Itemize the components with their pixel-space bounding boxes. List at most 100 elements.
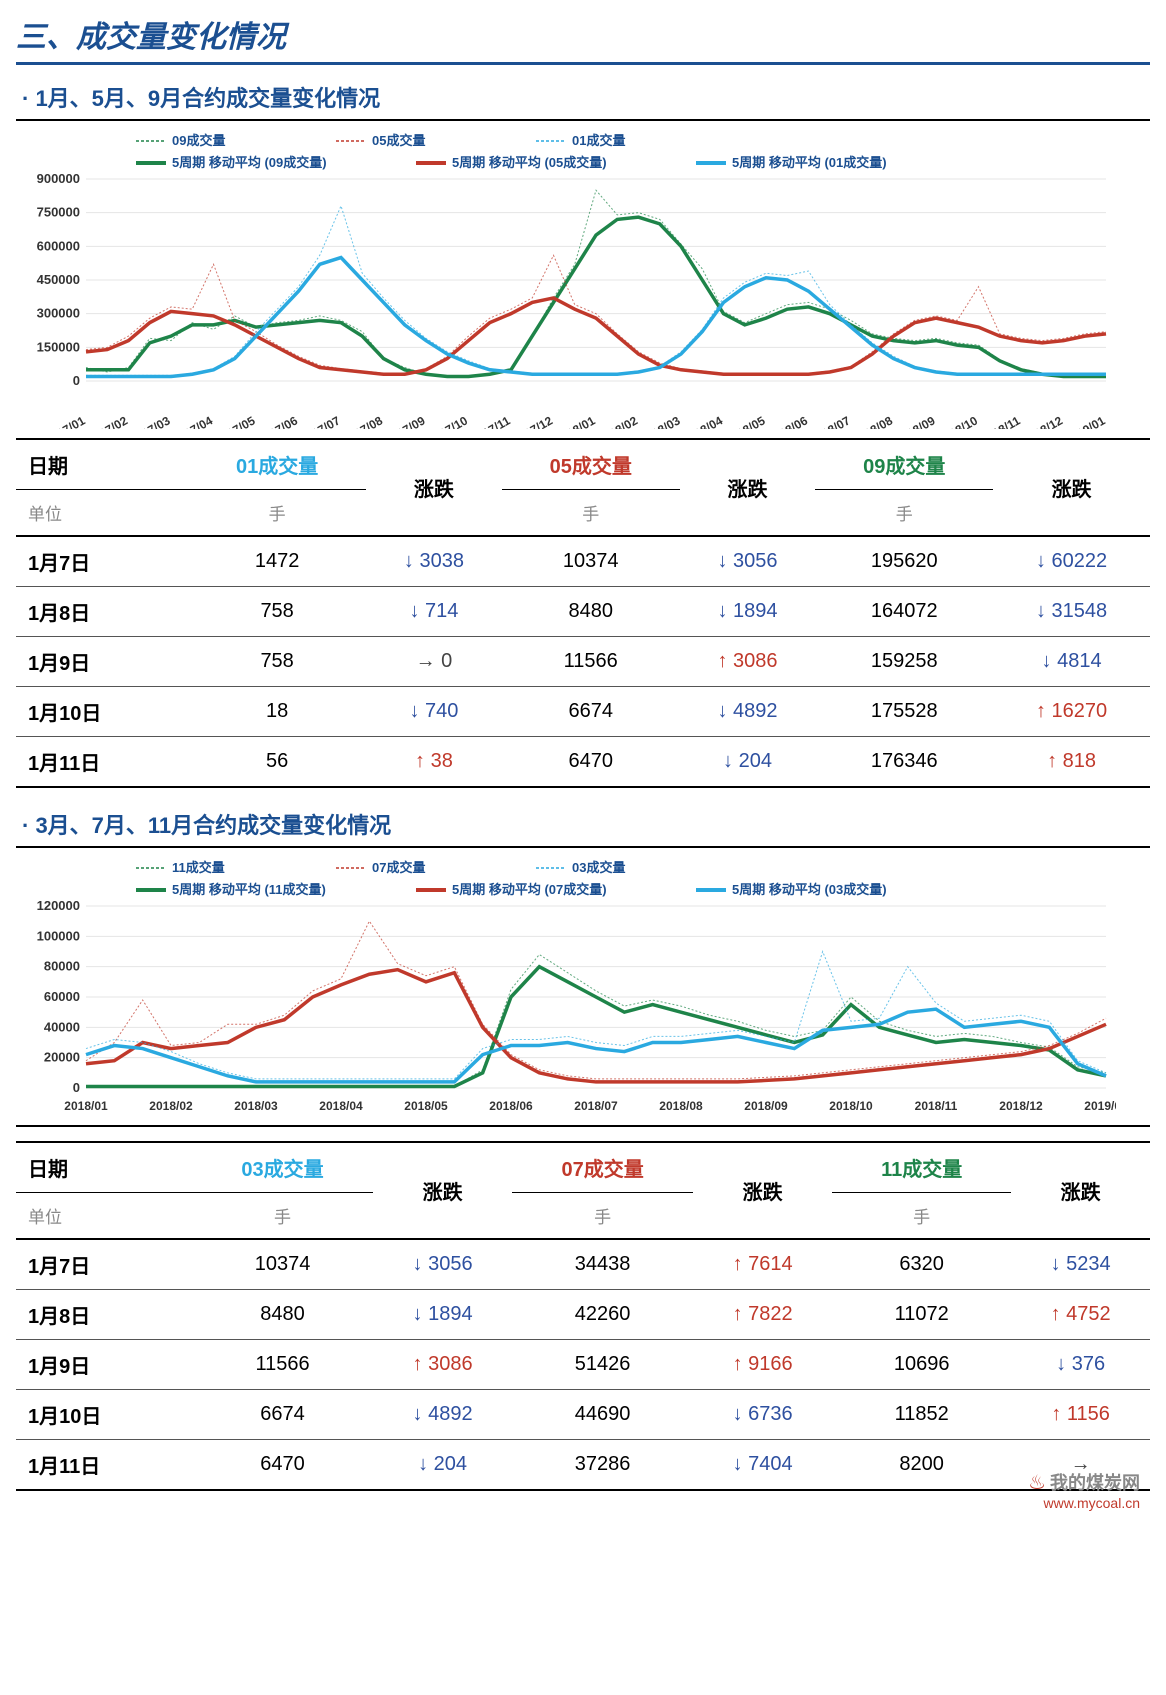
svg-text:2018/09: 2018/09 bbox=[744, 1099, 788, 1113]
cell-change: ↑ 16270 bbox=[993, 687, 1150, 737]
subsection-2-title: · 3月、7月、11月合约成交量变化情况 bbox=[16, 802, 1150, 848]
cell-value: 758 bbox=[188, 587, 366, 637]
svg-text:2018/03: 2018/03 bbox=[638, 413, 683, 429]
col-07: 07成交量 bbox=[512, 1142, 693, 1193]
svg-text:2018/04: 2018/04 bbox=[319, 1099, 363, 1113]
unit-01: 手 bbox=[188, 490, 366, 537]
cell-value: 10374 bbox=[192, 1239, 373, 1290]
unit-03: 手 bbox=[192, 1193, 373, 1240]
svg-text:2017/05: 2017/05 bbox=[213, 413, 258, 429]
svg-text:2017/07: 2017/07 bbox=[298, 413, 343, 429]
svg-text:5周期 移动平均 (09成交量): 5周期 移动平均 (09成交量) bbox=[172, 155, 327, 170]
svg-text:2018/10: 2018/10 bbox=[935, 413, 980, 429]
svg-text:2017/11: 2017/11 bbox=[469, 413, 513, 429]
svg-text:03成交量: 03成交量 bbox=[572, 860, 625, 875]
cell-value: 164072 bbox=[815, 587, 993, 637]
table-1: 日期 01成交量 涨跌 05成交量 涨跌 09成交量 涨跌 单位 手 手 手 1… bbox=[16, 440, 1150, 788]
cell-value: 10374 bbox=[502, 536, 680, 587]
cell-value: 176346 bbox=[815, 737, 993, 788]
col-date: 日期 bbox=[16, 1142, 192, 1193]
svg-text:450000: 450000 bbox=[37, 272, 80, 287]
svg-text:150000: 150000 bbox=[37, 339, 80, 354]
cell-change: ↓ 204 bbox=[680, 737, 816, 788]
cell-change: ↑ 7822 bbox=[693, 1290, 832, 1340]
svg-text:2018/11: 2018/11 bbox=[915, 1099, 958, 1113]
svg-text:300000: 300000 bbox=[37, 306, 80, 321]
cell-date: 1月8日 bbox=[16, 1290, 192, 1340]
svg-text:750000: 750000 bbox=[37, 205, 80, 220]
svg-text:20000: 20000 bbox=[44, 1050, 80, 1065]
svg-text:2019/01: 2019/01 bbox=[1063, 413, 1108, 429]
svg-text:80000: 80000 bbox=[44, 959, 80, 974]
watermark: ♨ 我的煤炭网 www.mycoal.cn bbox=[16, 1469, 1150, 1511]
cell-value: 11566 bbox=[192, 1340, 373, 1390]
table-row: 1月7日10374↓ 305634438↑ 76146320↓ 5234 bbox=[16, 1239, 1150, 1290]
svg-text:5周期 移动平均 (05成交量): 5周期 移动平均 (05成交量) bbox=[452, 155, 607, 170]
chart-2-container: 0200004000060000800001000001200002018/01… bbox=[16, 852, 1150, 1127]
svg-text:2017/08: 2017/08 bbox=[340, 413, 385, 429]
svg-text:2018/07: 2018/07 bbox=[574, 1099, 618, 1113]
svg-text:120000: 120000 bbox=[37, 898, 80, 913]
cell-value: 8480 bbox=[192, 1290, 373, 1340]
svg-text:07成交量: 07成交量 bbox=[372, 860, 425, 875]
cell-change: ↓ 3056 bbox=[680, 536, 816, 587]
svg-text:900000: 900000 bbox=[37, 171, 80, 186]
cell-change: ↓ 1894 bbox=[373, 1290, 512, 1340]
svg-text:2017/04: 2017/04 bbox=[170, 413, 215, 429]
col-05: 05成交量 bbox=[502, 440, 680, 490]
col-03: 03成交量 bbox=[192, 1142, 373, 1193]
svg-text:2018/01: 2018/01 bbox=[553, 413, 598, 429]
cell-date: 1月8日 bbox=[16, 587, 188, 637]
svg-text:2017/09: 2017/09 bbox=[383, 413, 428, 429]
svg-text:05成交量: 05成交量 bbox=[372, 133, 425, 148]
svg-text:2017/03: 2017/03 bbox=[128, 413, 173, 429]
unit-05: 手 bbox=[502, 490, 680, 537]
cell-value: 11566 bbox=[502, 637, 680, 687]
svg-text:600000: 600000 bbox=[37, 238, 80, 253]
col-chg-3: 涨跌 bbox=[1011, 1142, 1150, 1239]
cell-change: ↑ 7614 bbox=[693, 1239, 832, 1290]
table-row: 1月11日56↑ 386470↓ 204176346↑ 818 bbox=[16, 737, 1150, 788]
svg-text:2017/01: 2017/01 bbox=[43, 413, 88, 429]
cell-change: ↓ 5234 bbox=[1011, 1239, 1150, 1290]
table-2: 日期 03成交量 涨跌 07成交量 涨跌 11成交量 涨跌 单位 手 手 手 1… bbox=[16, 1141, 1150, 1491]
col-chg-2: 涨跌 bbox=[680, 440, 816, 536]
subsection-1-title: · 1月、5月、9月合约成交量变化情况 bbox=[16, 75, 1150, 121]
col-chg-3: 涨跌 bbox=[993, 440, 1150, 536]
cell-value: 44690 bbox=[512, 1390, 693, 1440]
cell-change: ↑ 3086 bbox=[373, 1340, 512, 1390]
chart-1-container: 0150000300000450000600000750000900000201… bbox=[16, 125, 1150, 440]
unit-label: 单位 bbox=[16, 1193, 192, 1240]
col-chg-1: 涨跌 bbox=[373, 1142, 512, 1239]
table-row: 1月8日8480↓ 189442260↑ 782211072↑ 4752 bbox=[16, 1290, 1150, 1340]
svg-text:2018/07: 2018/07 bbox=[808, 413, 853, 429]
cell-change: ↓ 4814 bbox=[993, 637, 1150, 687]
svg-text:2017/10: 2017/10 bbox=[425, 413, 470, 429]
cell-change: → 0 bbox=[366, 637, 502, 687]
unit-07: 手 bbox=[512, 1193, 693, 1240]
svg-text:2018/05: 2018/05 bbox=[404, 1099, 448, 1113]
col-09: 09成交量 bbox=[815, 440, 993, 490]
cell-value: 175528 bbox=[815, 687, 993, 737]
svg-text:11成交量: 11成交量 bbox=[172, 860, 225, 875]
svg-text:2018/04: 2018/04 bbox=[680, 413, 725, 429]
cell-change: ↓ 31548 bbox=[993, 587, 1150, 637]
svg-text:2018/08: 2018/08 bbox=[659, 1099, 703, 1113]
svg-text:2018/01: 2018/01 bbox=[64, 1099, 108, 1113]
cell-date: 1月10日 bbox=[16, 1390, 192, 1440]
cell-change: ↓ 3038 bbox=[366, 536, 502, 587]
table-row: 1月8日758↓ 7148480↓ 1894164072↓ 31548 bbox=[16, 587, 1150, 637]
cell-change: ↓ 60222 bbox=[993, 536, 1150, 587]
table-row: 1月10日6674↓ 489244690↓ 673611852↑ 1156 bbox=[16, 1390, 1150, 1440]
svg-text:2017/06: 2017/06 bbox=[255, 413, 300, 429]
svg-text:5周期 移动平均 (03成交量): 5周期 移动平均 (03成交量) bbox=[732, 882, 887, 897]
cell-value: 18 bbox=[188, 687, 366, 737]
cell-value: 195620 bbox=[815, 536, 993, 587]
cell-value: 6674 bbox=[502, 687, 680, 737]
volume-chart-1: 0150000300000450000600000750000900000201… bbox=[16, 129, 1116, 429]
svg-text:5周期 移动平均 (07成交量): 5周期 移动平均 (07成交量) bbox=[452, 882, 607, 897]
svg-text:2018/12: 2018/12 bbox=[999, 1099, 1043, 1113]
svg-text:2018/11: 2018/11 bbox=[979, 413, 1023, 429]
cell-change: ↓ 1894 bbox=[680, 587, 816, 637]
cell-date: 1月9日 bbox=[16, 1340, 192, 1390]
